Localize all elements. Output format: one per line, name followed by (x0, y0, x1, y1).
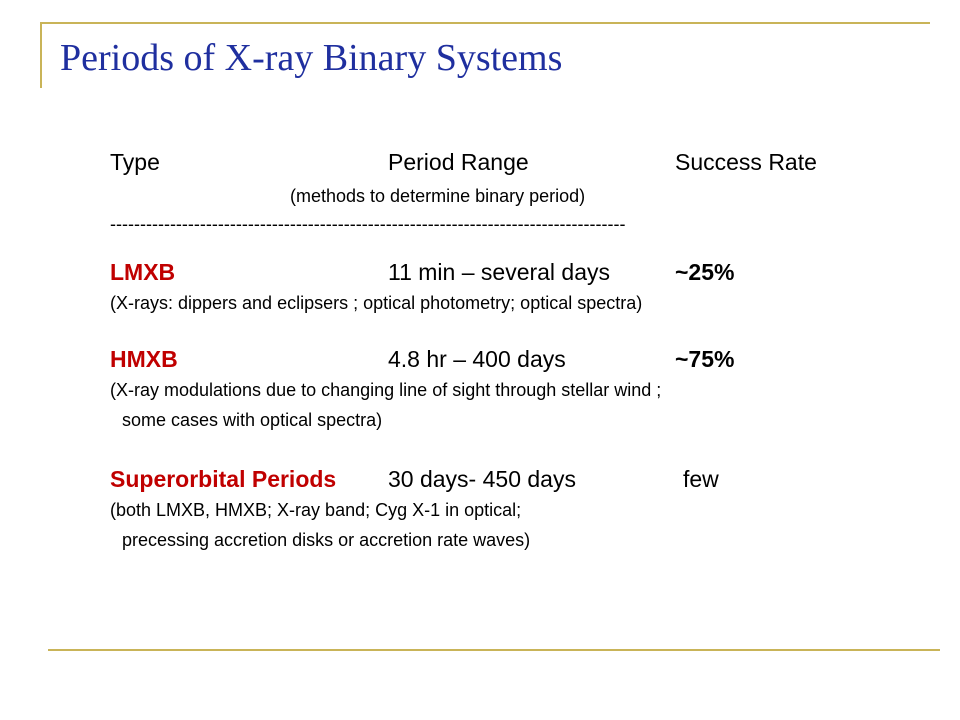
row-note-hmxb-line1: (X-ray modulations due to changing line … (110, 380, 662, 400)
row-success-lmxb: ~25% (675, 259, 735, 285)
row-name-superorbital: Superorbital Periods (110, 466, 337, 492)
row-period-superorbital: 30 days- 450 days (388, 466, 576, 492)
row-note-superorbital-line2: precessing accretion disks or accretion … (122, 530, 531, 550)
row-name-lmxb: LMXB (110, 259, 176, 285)
header-divider: ----------------------------------------… (110, 214, 626, 234)
row-name-hmxb: HMXB (110, 346, 178, 372)
row-note-hmxb-line2: some cases with optical spectra) (122, 410, 383, 430)
header-period-range: Period Range (388, 149, 529, 175)
header-type: Type (110, 149, 160, 175)
row-period-hmxb: 4.8 hr – 400 days (388, 346, 566, 372)
row-period-lmxb: 11 min – several days (388, 259, 611, 285)
row-success-hmxb: ~75% (675, 346, 735, 372)
row-success-superorbital: few (683, 466, 719, 492)
row-note-lmxb: (X-rays: dippers and eclipsers ; optical… (110, 293, 643, 313)
top-rule (40, 22, 930, 24)
left-rule (40, 22, 42, 88)
slide-title: Periods of X-ray Binary Systems (60, 37, 563, 79)
row-note-superorbital-line1: (both LMXB, HMXB; X-ray band; Cyg X-1 in… (110, 500, 522, 520)
bottom-rule (48, 649, 940, 651)
header-success-rate: Success Rate (675, 149, 817, 175)
header-methods-note: (methods to determine binary period) (290, 186, 586, 206)
